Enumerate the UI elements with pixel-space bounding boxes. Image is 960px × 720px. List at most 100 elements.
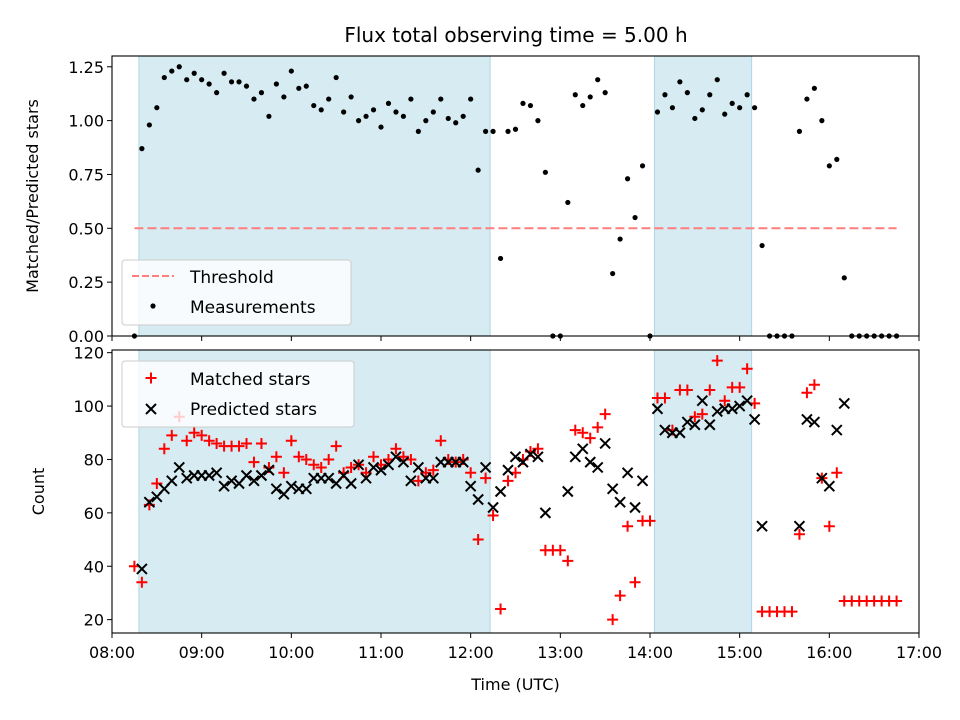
x-tick-label: 17:00 <box>896 643 942 662</box>
legend-matched-swatch <box>145 372 157 384</box>
measurement-point <box>221 70 227 76</box>
measurement-point <box>729 100 735 106</box>
measurement-point <box>378 124 384 130</box>
measurement-point <box>490 128 496 134</box>
matched-star-point <box>203 435 215 447</box>
measurement-point <box>595 77 601 83</box>
chart-title: Flux total observing time = 5.00 h <box>344 23 687 47</box>
measurement-point <box>587 94 593 100</box>
predicted-star-point <box>210 467 223 479</box>
measurement-point <box>243 83 250 89</box>
x-tick-label: 14:00 <box>627 643 673 662</box>
predicted-star-point <box>487 501 499 514</box>
measurement-point <box>722 111 728 117</box>
matched-star-point <box>689 411 701 423</box>
matched-star-point <box>614 590 626 602</box>
matched-star-point <box>323 453 335 465</box>
predicted-star-point <box>285 480 298 492</box>
predicted-star-point <box>225 475 238 487</box>
legend-matched-label: Matched stars <box>190 370 310 390</box>
matched-star-point <box>831 467 843 479</box>
matched-star-point <box>293 451 305 463</box>
predicted-star-point <box>494 485 507 498</box>
measurement-point <box>460 113 466 119</box>
predicted-star-point <box>733 400 746 412</box>
measurement-point <box>841 275 847 281</box>
measurement-point <box>624 176 631 182</box>
matched-star-point <box>681 384 693 396</box>
matched-star-point <box>793 528 805 540</box>
predicted-star-point <box>651 403 664 415</box>
predicted-star-point <box>412 461 425 474</box>
matched-star-point <box>577 427 589 439</box>
measurement-point <box>483 128 489 134</box>
measurement-point <box>804 96 810 102</box>
y-tick-label: 80 <box>84 450 104 469</box>
measurement-point <box>796 128 803 134</box>
predicted-star-point <box>741 395 753 407</box>
bottom-y-axis-label: Count <box>29 468 48 516</box>
matched-star-point <box>241 437 252 449</box>
predicted-star-point <box>726 403 738 415</box>
predicted-star-point <box>599 437 611 450</box>
predicted-star-point <box>464 480 477 492</box>
measurement-point <box>341 109 347 115</box>
predicted-star-point <box>696 395 709 407</box>
measurement-point <box>639 163 646 169</box>
predicted-star-point <box>509 451 522 463</box>
predicted-star-point <box>345 477 357 490</box>
matched-star-point <box>592 421 604 433</box>
x-tick-label: 16:00 <box>806 643 852 662</box>
observing-window <box>653 349 753 634</box>
predicted-star-point <box>659 424 671 436</box>
predicted-star-point <box>143 496 156 508</box>
bottom-x-axis: 08:00 09:00 10:00 11:00 12:00 13:00 14:00 15:00… <box>89 633 942 662</box>
matched-star-point <box>136 576 148 588</box>
matched-star-point <box>734 381 746 393</box>
matched-star-point <box>532 443 544 455</box>
y-tick-label: 20 <box>84 611 104 630</box>
y-tick-label: 40 <box>84 557 104 576</box>
y-tick-label: 0.75 <box>68 165 104 184</box>
measurement-point <box>714 77 720 83</box>
predicted-star-point <box>591 461 604 474</box>
predicted-star-point <box>367 461 380 474</box>
y-tick-label: 1.00 <box>68 112 104 131</box>
measurement-point <box>139 146 145 152</box>
legend-predicted-swatch <box>145 403 157 415</box>
measurement-point <box>497 255 504 262</box>
measurement-point <box>512 126 519 132</box>
measurement-point <box>370 107 377 113</box>
matched-star-point <box>285 435 297 447</box>
predicted-star-point <box>793 520 806 532</box>
y-tick-label: 0.00 <box>68 327 104 346</box>
predicted-star-point <box>621 467 634 479</box>
matched-star-point <box>211 437 223 449</box>
x-tick-label: 15:00 <box>717 643 763 662</box>
predicted-star-point <box>606 483 619 495</box>
measurement-point <box>296 85 302 91</box>
matched-star-point <box>562 555 574 567</box>
matched-star-point <box>502 475 514 487</box>
matched-star-point <box>308 459 320 471</box>
measurement-point <box>400 113 407 119</box>
legend-x-marker <box>145 403 157 415</box>
measurement-point <box>453 120 459 126</box>
predicted-star-point <box>562 485 574 498</box>
predicted-star-point <box>397 456 410 468</box>
bottom-panel: 20 40 60 80 100 120 08:00 09:00 10:00 11:00 12:00… <box>29 344 942 694</box>
matched-star-point <box>166 429 178 441</box>
measurement-point <box>258 90 265 96</box>
measurement-point <box>684 90 690 96</box>
y-tick-label: 120 <box>73 344 104 363</box>
matched-star-point <box>644 515 656 527</box>
legend-plus-marker <box>145 372 157 384</box>
matched-star-point <box>330 440 342 452</box>
matched-star-point <box>151 477 163 489</box>
x-axis-label: Time (UTC) <box>470 675 559 694</box>
measurement-point <box>333 74 339 81</box>
measurement-point <box>423 118 429 124</box>
matched-star-point <box>495 603 507 615</box>
matched-star-point <box>248 456 260 468</box>
matched-star-point <box>158 443 170 455</box>
